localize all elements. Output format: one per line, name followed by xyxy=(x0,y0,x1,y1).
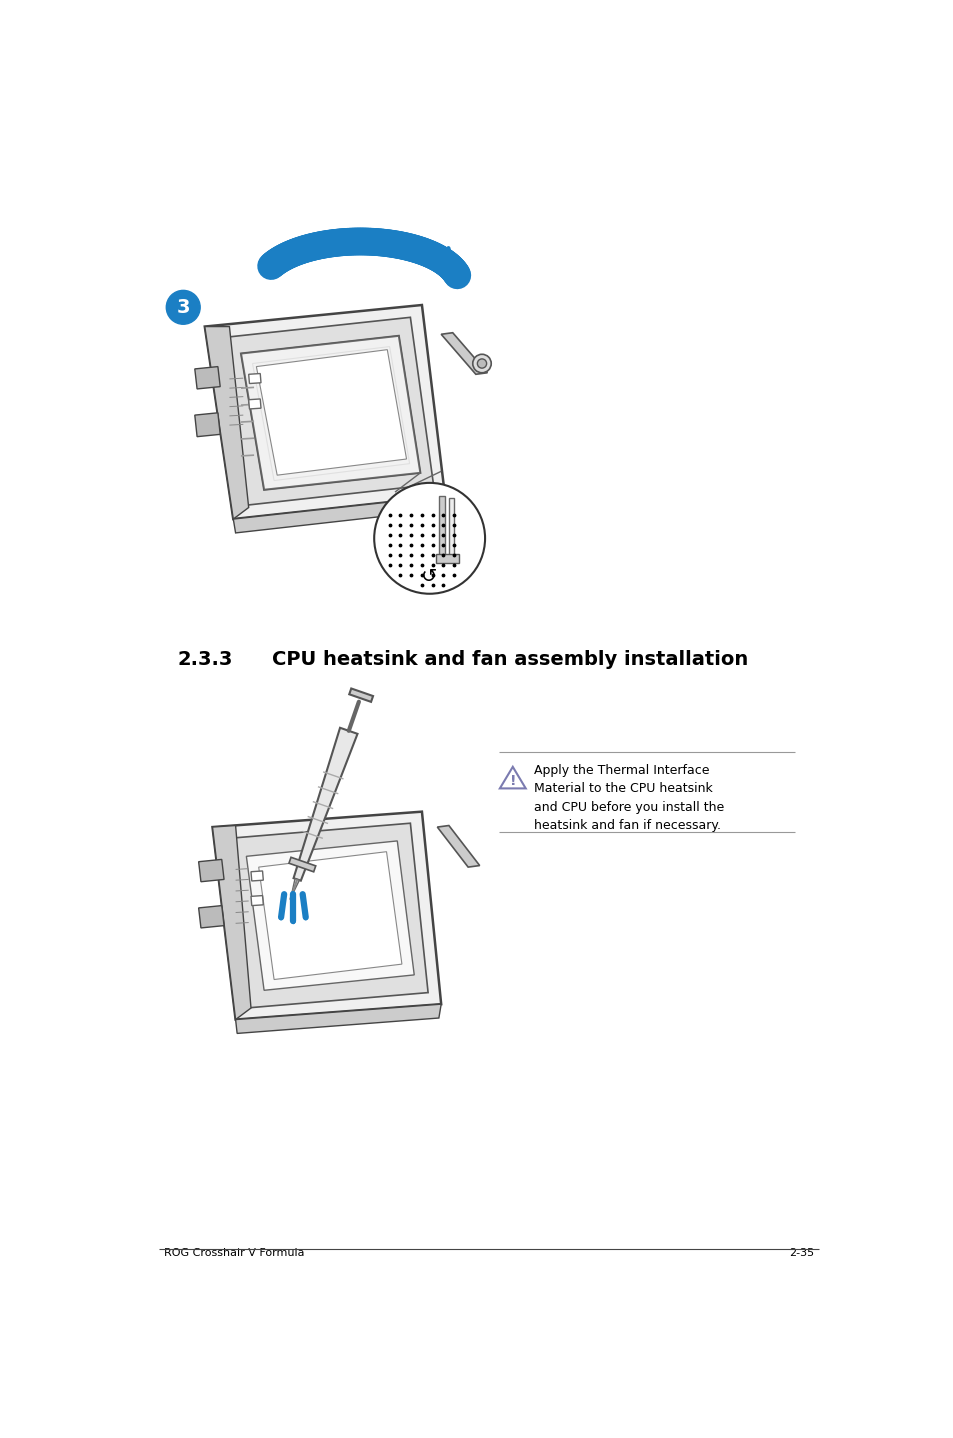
Text: Apply the Thermal Interface
Material to the CPU heatsink
and CPU before you inst: Apply the Thermal Interface Material to … xyxy=(534,764,724,833)
Polygon shape xyxy=(440,332,487,374)
Polygon shape xyxy=(258,851,401,979)
Polygon shape xyxy=(256,349,406,475)
Polygon shape xyxy=(251,896,263,906)
Text: CPU heatsink and fan assembly installation: CPU heatsink and fan assembly installati… xyxy=(272,650,747,669)
Polygon shape xyxy=(246,841,414,991)
Polygon shape xyxy=(294,728,357,880)
Polygon shape xyxy=(289,857,315,871)
Polygon shape xyxy=(436,825,479,867)
Polygon shape xyxy=(194,367,220,388)
Polygon shape xyxy=(233,496,444,533)
Polygon shape xyxy=(249,374,261,384)
Circle shape xyxy=(166,290,200,324)
Polygon shape xyxy=(499,766,525,788)
Text: ↺: ↺ xyxy=(421,568,437,587)
Polygon shape xyxy=(217,318,433,505)
Text: 2-35: 2-35 xyxy=(789,1248,814,1258)
Polygon shape xyxy=(194,413,220,437)
Text: ROG Crosshair V Formula: ROG Crosshair V Formula xyxy=(164,1248,304,1258)
Ellipse shape xyxy=(303,915,308,920)
Circle shape xyxy=(374,483,484,594)
Polygon shape xyxy=(198,860,224,881)
Text: !: ! xyxy=(509,774,516,788)
Polygon shape xyxy=(436,554,458,562)
Polygon shape xyxy=(198,906,224,928)
Circle shape xyxy=(473,354,491,372)
Text: 3: 3 xyxy=(176,298,190,316)
Polygon shape xyxy=(205,326,249,519)
Polygon shape xyxy=(205,305,444,519)
Polygon shape xyxy=(241,336,420,490)
Polygon shape xyxy=(253,347,409,480)
Polygon shape xyxy=(225,823,428,1008)
Circle shape xyxy=(476,360,486,368)
Polygon shape xyxy=(349,689,373,702)
Polygon shape xyxy=(438,496,444,558)
Ellipse shape xyxy=(278,915,283,920)
Polygon shape xyxy=(213,811,440,1020)
Polygon shape xyxy=(213,825,251,1020)
Polygon shape xyxy=(235,1004,440,1034)
Polygon shape xyxy=(251,871,263,881)
Polygon shape xyxy=(291,879,299,897)
Polygon shape xyxy=(241,336,420,490)
Polygon shape xyxy=(249,398,261,408)
Ellipse shape xyxy=(291,917,295,925)
Text: 2.3.3: 2.3.3 xyxy=(177,650,233,669)
Polygon shape xyxy=(449,499,454,555)
